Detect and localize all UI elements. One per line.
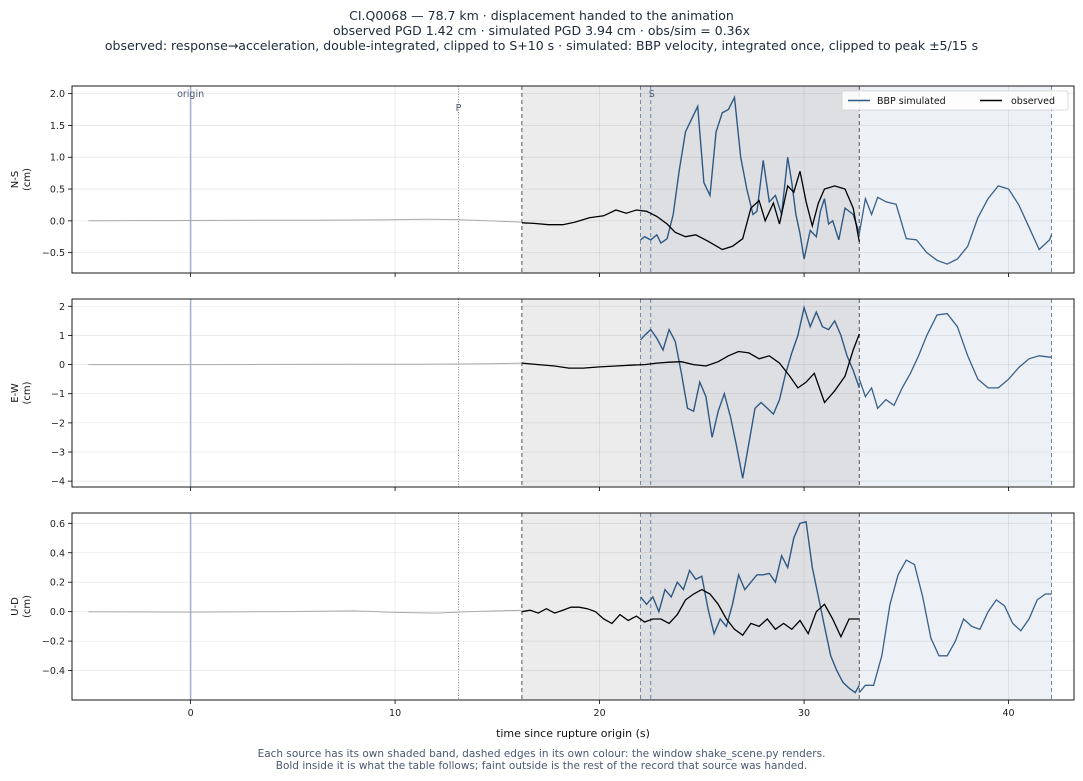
simulated-faint-trace <box>858 312 1052 410</box>
simulated-window-band <box>859 513 1052 700</box>
simulated-trace <box>640 94 860 260</box>
x-axis-label: time since rupture origin (s) <box>496 727 650 740</box>
y-tick-label: 0.0 <box>50 607 65 618</box>
panel-frame <box>71 298 1075 488</box>
panel-frame <box>71 85 1075 274</box>
y-axis-label: N-S <box>10 171 21 188</box>
observed-faint-trace <box>88 218 522 223</box>
footer-note-line-2: Bold inside it is what the table follows… <box>275 760 808 772</box>
x-tick-label: 0 <box>188 708 194 719</box>
y-tick-label: 1.5 <box>50 121 65 132</box>
observed-window-band <box>521 513 641 700</box>
simulated-window-band <box>859 299 1052 487</box>
y-tick-label: −4 <box>51 477 65 488</box>
y-axis-unit: (cm) <box>22 381 33 404</box>
x-tick-label: 10 <box>389 708 401 719</box>
y-tick-label: 0.0 <box>50 216 65 227</box>
observed-window-band <box>521 86 641 273</box>
simulated-trace <box>639 305 860 479</box>
y-tick-label: 0.5 <box>50 185 65 196</box>
y-tick-label: 1.0 <box>50 153 65 164</box>
observed-faint-trace <box>88 609 522 614</box>
x-tick-label: 20 <box>594 708 606 719</box>
y-axis-unit: (cm) <box>22 595 33 618</box>
y-axis-label: U-D <box>10 597 21 616</box>
y-axis-label: E-W <box>10 383 21 403</box>
simulated-faint-trace <box>858 559 1052 694</box>
y-tick-label: −0.4 <box>42 666 65 677</box>
panel-ud <box>68 512 1075 704</box>
y-tick-label: 2 <box>59 302 65 313</box>
y-tick-label: −3 <box>51 448 65 459</box>
panel-frame <box>71 512 1075 701</box>
overlap-window-band <box>640 86 860 273</box>
y-tick-label: 1 <box>59 331 65 342</box>
x-tick-label: 40 <box>1003 708 1015 719</box>
overlap-window-band <box>640 299 860 487</box>
y-tick-label: 0.6 <box>50 519 65 530</box>
p-arrival-label: P <box>456 103 462 114</box>
observed-trace <box>521 588 860 639</box>
observed-trace <box>521 171 860 251</box>
y-tick-label: −0.2 <box>42 637 65 648</box>
figure-title-line-1: CI.Q0068 — 78.7 km · displacement handed… <box>349 8 734 23</box>
figure-title-line-2: observed PGD 1.42 cm · simulated PGD 3.9… <box>333 23 750 38</box>
panel-ew <box>68 298 1075 491</box>
y-tick-label: 0.4 <box>50 548 65 559</box>
legend-label-simulated: BBP simulated <box>877 96 946 107</box>
x-tick-label: 30 <box>798 708 810 719</box>
y-tick-label: −2 <box>51 418 65 429</box>
observed-trace <box>521 333 860 404</box>
figure-title-line-3: observed: response→acceleration, double-… <box>104 38 979 53</box>
legend <box>841 90 1069 111</box>
simulated-window-band <box>859 86 1052 273</box>
y-tick-label: 2.0 <box>50 89 65 100</box>
y-tick-label: −0.5 <box>42 248 65 259</box>
observed-window-band <box>521 299 641 487</box>
y-axis-unit: (cm) <box>22 168 33 191</box>
legend-label-observed: observed <box>1011 96 1055 107</box>
observed-faint-trace <box>88 362 522 366</box>
footer-note-line-1: Each source has its own shaded band, das… <box>257 748 826 760</box>
simulated-faint-trace <box>858 185 1053 265</box>
y-tick-label: 0.2 <box>50 578 65 589</box>
s-arrival-label: S <box>649 89 655 100</box>
y-tick-label: 0 <box>59 360 65 371</box>
origin-label: origin <box>177 89 204 100</box>
legend-frame <box>841 90 1069 111</box>
simulated-trace <box>639 520 860 694</box>
panel-ns <box>68 85 1075 277</box>
y-tick-label: −1 <box>51 389 65 400</box>
